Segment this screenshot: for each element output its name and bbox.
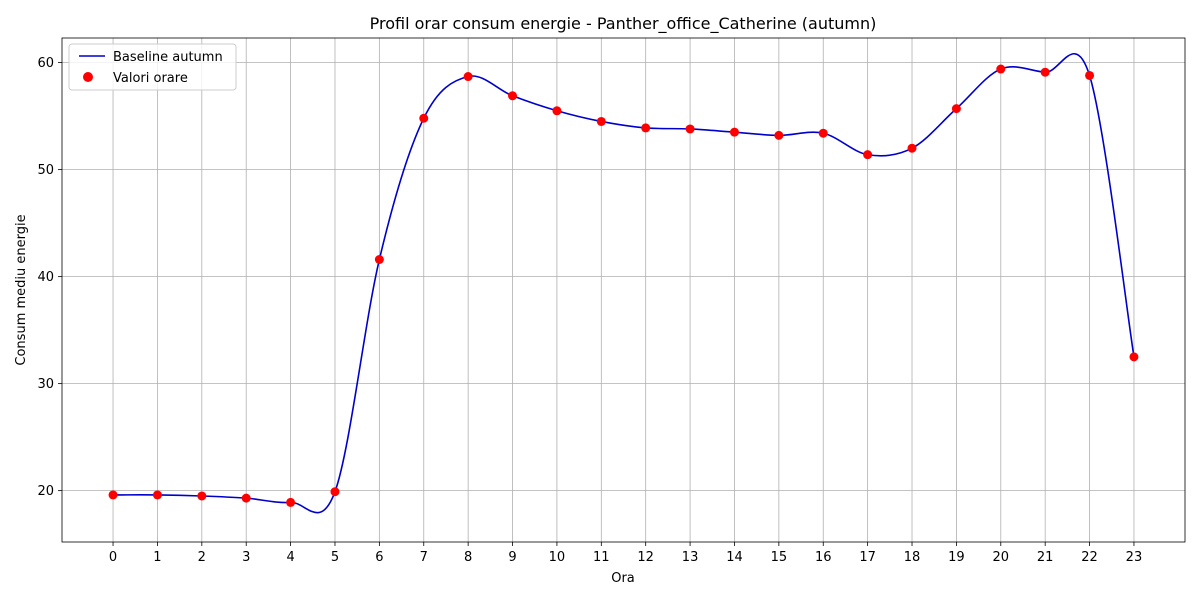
x-tick-label: 21: [1037, 550, 1054, 565]
hourly-value-point: [1129, 352, 1139, 362]
hourly-value-point: [152, 490, 162, 500]
chart-title: Profil orar consum energie - Panther_off…: [370, 14, 877, 34]
hourly-value-point: [774, 130, 784, 140]
hourly-value-point: [286, 497, 296, 507]
data-layer: [108, 53, 1139, 514]
hourly-value-point: [1040, 67, 1050, 77]
y-tick-label: 20: [37, 484, 54, 499]
x-tick-label: 5: [331, 550, 339, 565]
hourly-value-point: [374, 255, 384, 265]
x-tick-label: 18: [904, 550, 921, 565]
x-tick-label: 17: [859, 550, 876, 565]
hourly-value-point: [330, 487, 340, 497]
x-tick-label: 1: [153, 550, 161, 565]
x-tick-label: 2: [198, 550, 206, 565]
hourly-value-point: [818, 128, 828, 138]
hourly-value-point: [863, 150, 873, 160]
y-axis-label: Consum mediu energie: [14, 214, 29, 365]
hourly-value-point: [996, 64, 1006, 74]
y-tick-label: 30: [37, 377, 54, 392]
x-tick-label: 22: [1081, 550, 1098, 565]
x-tick-label: 12: [637, 550, 654, 565]
y-tick-label: 50: [37, 163, 54, 178]
x-tick-label: 4: [286, 550, 294, 565]
grid-layer: [62, 38, 1185, 542]
tick-layer: 0 1 2 3 4 5 6 7 8 9 10 11 12 13 14 15 16 17 18 19 20 21 22 2320…: [37, 56, 1142, 565]
hourly-value-point: [1085, 70, 1095, 80]
hourly-value-point: [463, 72, 473, 82]
hourly-value-point: [552, 106, 562, 116]
x-tick-label: 15: [771, 550, 788, 565]
hourly-value-point: [197, 491, 207, 501]
hourly-value-point: [241, 493, 251, 503]
hourly-value-point: [641, 123, 651, 133]
x-tick-label: 20: [993, 550, 1010, 565]
x-tick-label: 6: [375, 550, 383, 565]
legend-label-baseline: Baseline autumn: [113, 50, 223, 65]
x-tick-label: 8: [464, 550, 472, 565]
hourly-value-point: [951, 104, 961, 114]
x-tick-label: 11: [593, 550, 610, 565]
legend-dot-swatch: [83, 72, 93, 82]
x-tick-label: 23: [1126, 550, 1143, 565]
x-tick-label: 14: [726, 550, 743, 565]
x-tick-label: 0: [109, 550, 117, 565]
x-tick-label: 9: [508, 550, 516, 565]
x-tick-label: 13: [682, 550, 699, 565]
legend: Baseline autumn Valori orare: [68, 43, 237, 91]
hourly-value-point: [907, 143, 917, 153]
y-tick-label: 60: [37, 56, 54, 71]
x-tick-label: 3: [242, 550, 250, 565]
hourly-value-point: [508, 91, 518, 101]
hourly-value-point: [419, 113, 429, 123]
baseline-series-line: [113, 53, 1135, 514]
hourly-value-point: [685, 124, 695, 134]
x-tick-label: 10: [549, 550, 566, 565]
hourly-value-point: [729, 127, 739, 137]
x-tick-label: 19: [948, 550, 965, 565]
legend-label-valori: Valori orare: [113, 71, 188, 86]
x-axis-label: Ora: [611, 571, 635, 586]
plot-frame: [61, 37, 1186, 543]
y-tick-label: 40: [37, 270, 54, 285]
hourly-value-point: [108, 490, 118, 500]
x-tick-label: 7: [420, 550, 428, 565]
hourly-value-point: [596, 116, 606, 126]
legend-box: [68, 43, 237, 91]
x-tick-label: 16: [815, 550, 832, 565]
